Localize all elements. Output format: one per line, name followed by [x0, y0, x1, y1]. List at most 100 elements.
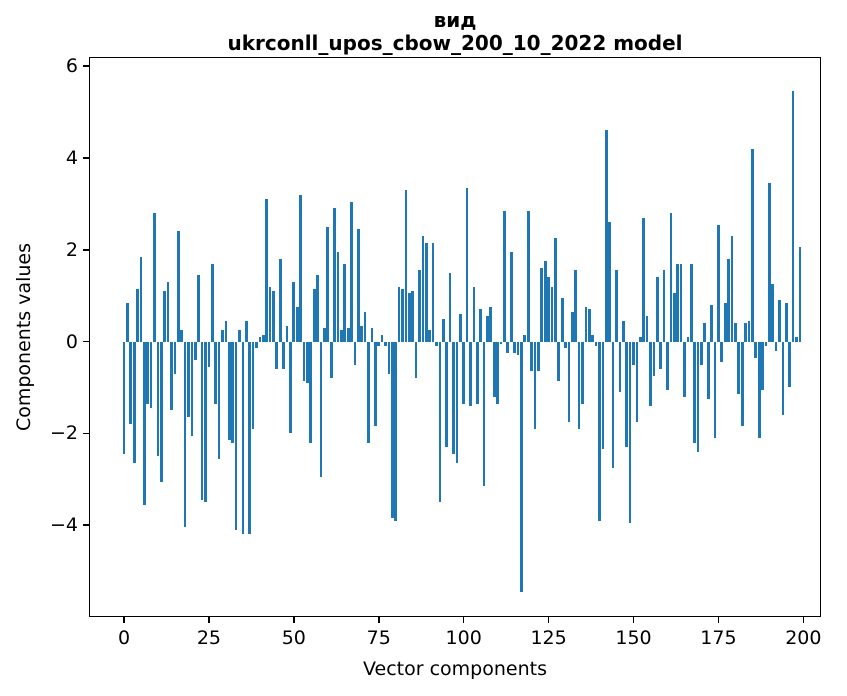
bar — [778, 300, 781, 342]
x-tick — [717, 617, 720, 623]
bar — [340, 330, 343, 342]
plot-area — [89, 57, 821, 617]
y-tick-label: 4 — [65, 146, 78, 169]
bar — [744, 323, 747, 342]
bar — [720, 341, 724, 363]
bar — [550, 286, 554, 342]
bar — [683, 341, 686, 397]
bar — [350, 201, 353, 342]
bar — [404, 190, 408, 342]
bar — [730, 236, 734, 342]
bar — [316, 275, 319, 342]
bar — [577, 341, 581, 429]
bar — [530, 341, 533, 372]
bar — [149, 341, 153, 409]
bar — [414, 341, 418, 379]
chart-title: вид ukrconll_upos_cbow_200_10_2022 model — [89, 9, 821, 55]
bar — [390, 341, 394, 519]
bar — [187, 341, 190, 418]
bar — [176, 231, 180, 342]
bar — [336, 252, 340, 342]
chart-title-model: ukrconll_upos_cbow_200_10_2022 model — [227, 31, 683, 55]
bar — [363, 311, 367, 342]
bar — [503, 210, 506, 342]
bar — [737, 341, 741, 395]
bar — [482, 341, 486, 487]
bar — [788, 341, 792, 388]
bar — [638, 337, 642, 342]
bar — [435, 341, 438, 347]
bar — [655, 277, 659, 342]
bar — [244, 320, 248, 342]
bar — [509, 252, 513, 342]
bar — [360, 325, 364, 342]
bar — [700, 341, 703, 365]
bar — [666, 341, 669, 390]
bar — [445, 341, 449, 448]
bar — [292, 281, 296, 342]
bar — [547, 277, 550, 342]
x-tick-label: 0 — [117, 627, 131, 649]
bar — [601, 341, 605, 450]
x-tick-label: 125 — [530, 627, 567, 649]
x-tick-label: 175 — [700, 627, 737, 649]
bar — [343, 263, 347, 342]
bar — [190, 341, 194, 436]
bar — [272, 291, 275, 342]
x-tick-label: 200 — [785, 627, 822, 649]
bar — [469, 341, 472, 406]
bar — [662, 270, 666, 342]
bar — [126, 302, 129, 342]
bar — [401, 288, 404, 342]
y-tick — [83, 432, 89, 435]
bar — [319, 341, 323, 477]
bar — [204, 341, 207, 503]
bar — [357, 229, 360, 342]
bar — [374, 341, 377, 427]
y-tick-label: −4 — [49, 514, 78, 537]
bar — [492, 341, 496, 397]
bar — [496, 341, 499, 404]
bar — [452, 341, 455, 455]
y-tick — [83, 524, 89, 526]
bar — [554, 238, 557, 342]
bar — [455, 341, 459, 464]
bar — [285, 325, 289, 342]
bar — [326, 226, 330, 342]
bar — [241, 341, 245, 535]
bar — [499, 341, 503, 344]
bar — [567, 341, 571, 422]
bar — [407, 293, 411, 342]
y-tick — [83, 340, 89, 343]
bar — [214, 341, 218, 404]
bar — [370, 327, 374, 342]
bar — [489, 307, 493, 342]
bar — [516, 341, 520, 356]
bar — [734, 323, 737, 342]
bar — [411, 291, 415, 342]
bar — [669, 213, 673, 342]
bar — [207, 341, 211, 367]
bar — [353, 341, 357, 365]
bar — [448, 272, 452, 342]
bar — [309, 341, 313, 443]
y-tick — [83, 65, 89, 67]
bar — [537, 341, 540, 372]
bar — [506, 341, 510, 354]
x-tick-label: 150 — [615, 627, 652, 649]
bar — [754, 341, 758, 358]
bar — [652, 341, 656, 376]
bar — [210, 263, 214, 342]
bar — [533, 341, 537, 429]
bar — [798, 247, 802, 342]
bar — [676, 263, 679, 342]
bar — [136, 288, 139, 342]
bar — [129, 341, 133, 425]
bar — [751, 148, 754, 342]
x-tick-label: 75 — [366, 627, 391, 649]
bar — [421, 236, 425, 342]
bar — [479, 309, 482, 342]
bar — [584, 307, 588, 342]
bar — [299, 194, 302, 342]
bar — [706, 341, 710, 399]
